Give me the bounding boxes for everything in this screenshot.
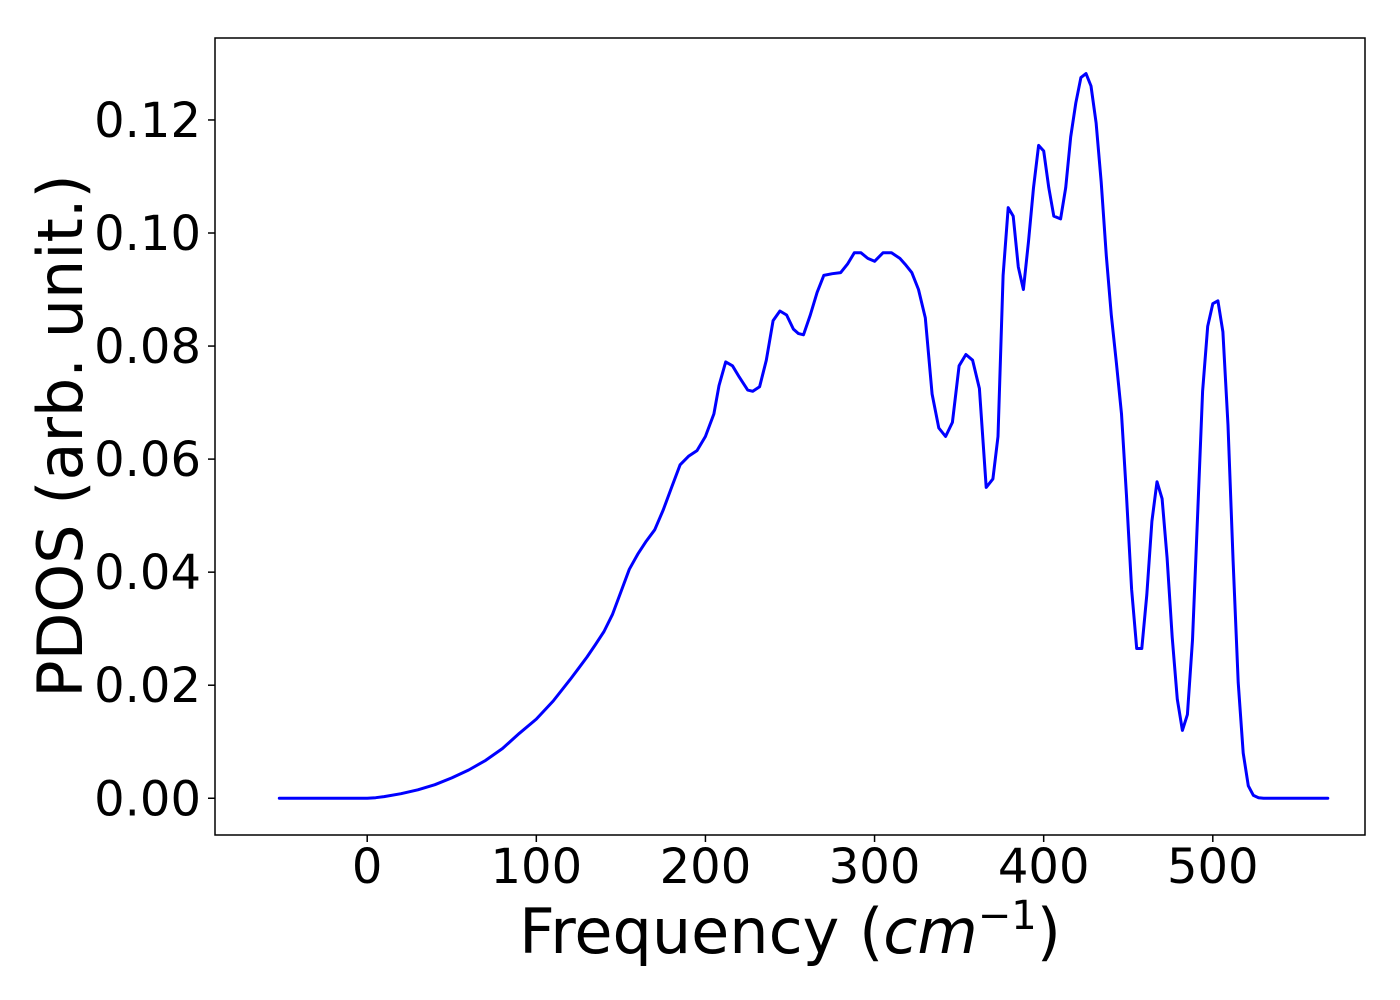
x-tick-label: 100 [491, 839, 583, 895]
x-tick-label: 200 [660, 839, 752, 895]
y-tick-label: 0.02 [94, 658, 201, 714]
y-axis-label: PDOS (arb. unit.) [24, 174, 97, 697]
pdos-series-line [277, 72, 1330, 800]
x-axis-label-exponent: −1 [978, 893, 1037, 939]
plot-area-frame [214, 37, 1366, 836]
x-axis-label-close: ) [1037, 895, 1061, 968]
x-axis-ticks: 0 100 200 300 400 500 [352, 835, 1259, 895]
x-axis-label-unit: cm [883, 895, 977, 968]
y-tick-label: 0.08 [94, 319, 201, 375]
y-tick-label: 0.12 [94, 93, 201, 149]
y-tick-label: 0.00 [94, 771, 201, 827]
y-axis-ticks: 0.00 0.02 0.04 0.06 0.08 0.10 0.12 [94, 93, 215, 827]
x-tick-label: 0 [352, 839, 383, 895]
x-tick-label: 400 [998, 839, 1090, 895]
y-tick-label: 0.06 [94, 432, 201, 488]
x-tick-label: 300 [829, 839, 921, 895]
y-tick-label: 0.10 [94, 206, 201, 262]
y-tick-label: 0.04 [94, 545, 201, 601]
x-tick-label: 500 [1167, 839, 1259, 895]
x-axis-label: Frequency (cm−1) [519, 893, 1061, 968]
x-axis-label-text: Frequency ( [519, 895, 883, 968]
